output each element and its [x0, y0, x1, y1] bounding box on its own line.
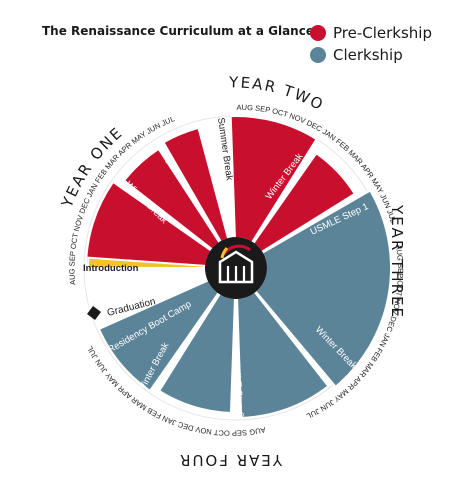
label-usmle-step-2: USMLE Step 2 [230, 354, 245, 417]
legend-label-clerkship: Clerkship [333, 46, 403, 64]
legend-label-pre-clerkship: Pre-Clerkship [333, 24, 432, 42]
legend-item-clerkship: Clerkship [310, 46, 403, 64]
center-logo [205, 237, 267, 299]
building-icon [218, 250, 254, 284]
segments-group [84, 115, 392, 419]
label-introduction: Introduction [83, 263, 139, 274]
label-year-four: YEAR FOUR [178, 451, 283, 469]
legend-swatch-clerkship [310, 47, 326, 63]
page-title: The Renaissance Curriculum at a Glance: [42, 24, 319, 38]
legend-item-pre-clerkship: Pre-Clerkship [310, 24, 432, 42]
logo-accent-gold [220, 246, 229, 259]
label-year-three: YEAR THREE [388, 204, 406, 319]
legend-swatch-pre-clerkship [310, 25, 326, 41]
